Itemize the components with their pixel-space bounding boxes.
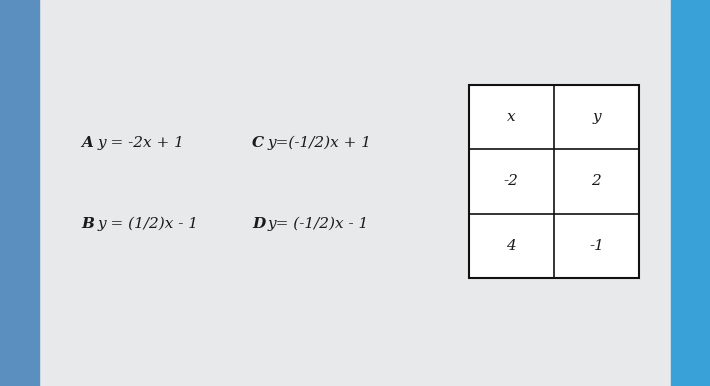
Text: C: C — [252, 136, 264, 150]
Bar — [39, 0, 671, 386]
Bar — [469, 85, 639, 278]
Bar — [0, 0, 39, 386]
Text: A: A — [82, 136, 94, 150]
Bar — [671, 0, 710, 386]
Text: 4: 4 — [506, 239, 516, 253]
Text: y: y — [592, 110, 601, 124]
Text: x: x — [507, 110, 515, 124]
Text: y = -2x + 1: y = -2x + 1 — [97, 136, 184, 150]
Text: -1: -1 — [589, 239, 604, 253]
Text: y=(-1/2)x + 1: y=(-1/2)x + 1 — [268, 135, 371, 150]
Text: y = (1/2)x - 1: y = (1/2)x - 1 — [97, 217, 198, 231]
Text: B: B — [82, 217, 94, 231]
Bar — [469, 85, 639, 278]
Text: 2: 2 — [591, 174, 601, 188]
Text: y= (-1/2)x - 1: y= (-1/2)x - 1 — [268, 217, 369, 231]
Text: -2: -2 — [504, 174, 518, 188]
Text: D: D — [252, 217, 266, 231]
